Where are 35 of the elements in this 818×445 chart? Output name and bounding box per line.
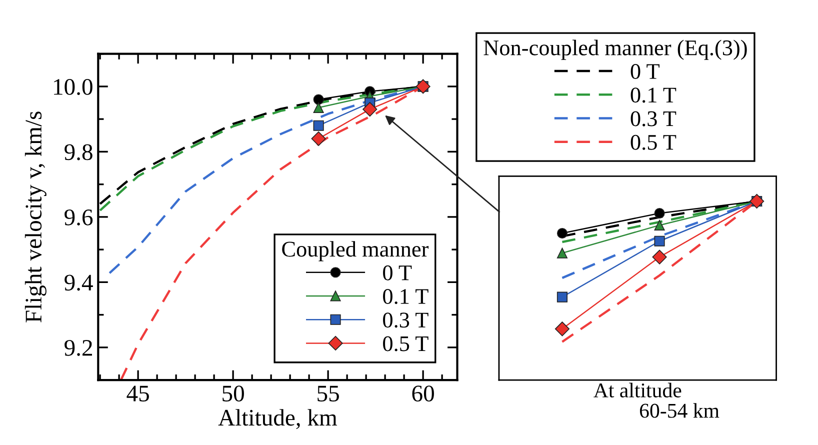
x-tick-label: 45 bbox=[126, 386, 149, 402]
point bbox=[654, 208, 665, 219]
x-axis-title: Altitude, km bbox=[218, 409, 338, 430]
y-tick-label: 9.6 bbox=[64, 209, 93, 226]
y-axis-title: Flight velocity v, km/s bbox=[24, 112, 46, 322]
legend-label: 0 T bbox=[383, 265, 412, 280]
legend-label: 0.5 T bbox=[630, 134, 676, 150]
x-axis-title: At altitude 60-54 km bbox=[594, 382, 720, 418]
y-tick-label: 9.8 bbox=[64, 144, 92, 160]
point bbox=[654, 236, 665, 246]
point bbox=[556, 292, 568, 302]
y-tick-label: 9.2 bbox=[64, 340, 92, 356]
point bbox=[654, 220, 665, 230]
point bbox=[313, 120, 324, 131]
point bbox=[311, 131, 326, 146]
legend-label: 0.1 T bbox=[383, 288, 428, 304]
y-tick-label: 10.0 bbox=[54, 78, 92, 95]
x-tick-label: 60 bbox=[412, 386, 434, 402]
legend-label: 0.3 T bbox=[383, 312, 428, 328]
y-tick-label: 9.4 bbox=[64, 274, 93, 291]
point bbox=[313, 94, 324, 105]
point bbox=[362, 102, 378, 117]
point bbox=[556, 248, 568, 258]
legend-title: Non-coupled manner (Eq.(3)) bbox=[484, 40, 747, 60]
point bbox=[652, 250, 667, 264]
x-tick-label: 50 bbox=[222, 386, 244, 402]
legend-title: Coupled manner bbox=[282, 241, 429, 262]
point bbox=[556, 228, 568, 239]
legend-label: 0.5 T bbox=[383, 336, 428, 352]
legend-label: 0.1 T bbox=[630, 88, 676, 103]
point bbox=[313, 102, 324, 113]
legend-label: 0 T bbox=[630, 64, 660, 79]
x-tick-label: 55 bbox=[318, 386, 339, 402]
point bbox=[554, 322, 570, 336]
legend-label: 0.3 T bbox=[630, 111, 676, 126]
